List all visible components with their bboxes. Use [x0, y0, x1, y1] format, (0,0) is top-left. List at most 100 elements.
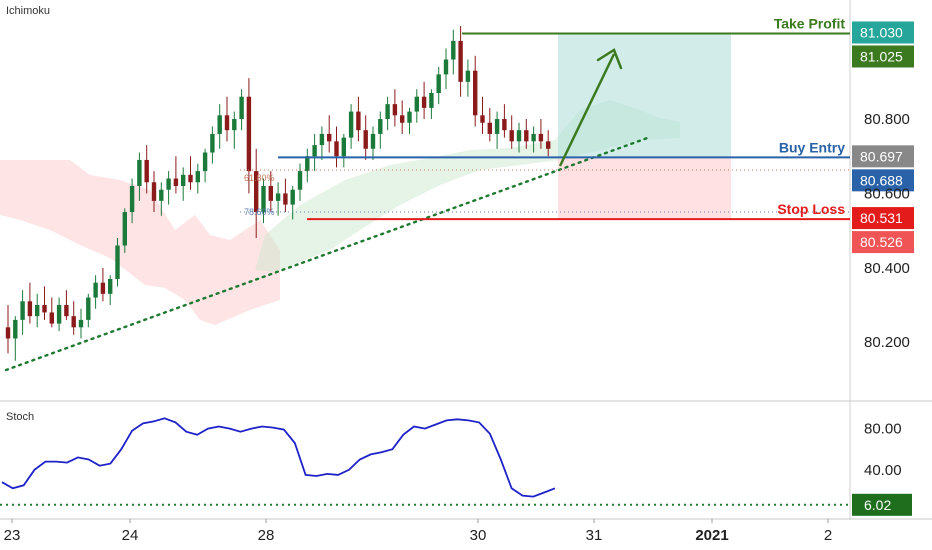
x-tick-label: 30 [470, 527, 487, 544]
candle-body [436, 74, 441, 93]
candle-body [246, 96, 252, 172]
candle-body [480, 115, 485, 123]
candle-body [494, 119, 500, 134]
price-tag-bg-0 [852, 21, 914, 44]
stoch-level-tag: 6.02 [864, 497, 891, 513]
candle-body [487, 122, 492, 134]
y-tick-label: 80.400 [864, 260, 910, 277]
candle-body [239, 96, 244, 120]
candle-body [35, 305, 40, 317]
candle-body [421, 96, 427, 108]
candle-body [378, 119, 383, 134]
candle-body [502, 119, 507, 131]
x-tick-label: 2021 [695, 527, 728, 544]
candle-body [129, 185, 135, 213]
candle-body [546, 141, 551, 149]
y-tick-label: 80.800 [864, 111, 910, 128]
cloud-red [0, 160, 280, 325]
price-tag-1: 80.697 [860, 148, 903, 164]
price-tag2-bg-1 [852, 169, 914, 192]
candle-body [49, 312, 54, 324]
candle-body [509, 130, 514, 142]
level-name-1: Buy Entry [779, 139, 845, 155]
x-tick-label: 31 [586, 527, 603, 544]
candle-body [305, 156, 310, 172]
candle-body [166, 178, 171, 190]
candle-body [261, 185, 266, 213]
candle-body [224, 115, 230, 131]
level-name-2: Stop Loss [777, 201, 845, 217]
stoch-y-tick-label: 40.00 [864, 462, 902, 479]
candle-body [531, 133, 536, 142]
candle-body [451, 40, 456, 60]
candle-body [188, 174, 193, 183]
candle-body [195, 171, 200, 183]
candle-body [370, 133, 376, 149]
candle-body [254, 171, 259, 213]
candle-body [312, 145, 317, 157]
stop-zone [558, 157, 731, 220]
price-tag-0: 81.030 [860, 24, 903, 40]
price-tag2-bg-0 [852, 45, 914, 68]
candle-body [275, 193, 281, 201]
projection-arrowhead [596, 48, 623, 70]
projection-arrow [558, 53, 616, 167]
candle-body [159, 189, 164, 201]
price-tag2-1: 80.688 [860, 172, 903, 188]
candle-body [400, 115, 405, 123]
candle-body [465, 70, 471, 82]
x-tick-label: 2 [824, 527, 832, 544]
candle-body [71, 316, 76, 328]
candle-body [64, 305, 69, 317]
candle-body [407, 111, 412, 123]
x-tick-label: 28 [258, 527, 275, 544]
candle-body [538, 133, 544, 142]
candle-body [5, 327, 11, 339]
candle-body [42, 305, 47, 313]
candle-body [232, 119, 237, 131]
price-tag-bg-2 [852, 207, 914, 230]
candle-body [283, 193, 288, 205]
candle-body [137, 159, 142, 186]
candle-body [100, 282, 106, 294]
fib-786-label: 78.60% [244, 207, 275, 217]
x-tick-label: 24 [122, 527, 139, 544]
candle-body [181, 174, 186, 186]
target-zone [558, 33, 731, 158]
stoch-title: Stoch [6, 411, 34, 423]
candle-body [414, 96, 419, 112]
candle-body [319, 133, 325, 146]
candle-body [122, 212, 127, 246]
candle-body [151, 182, 157, 201]
candle-body [348, 111, 354, 138]
candle-body [202, 152, 208, 172]
candle-body [86, 297, 91, 320]
candle-body [392, 104, 398, 116]
candle-body [363, 130, 368, 149]
candle-body [473, 70, 478, 116]
candle-body [443, 59, 449, 75]
price-tag2-0: 81.025 [860, 48, 903, 64]
candle-body [516, 130, 522, 142]
price-tag-2: 80.531 [860, 210, 903, 226]
x-tick-label: 23 [4, 527, 21, 544]
level-name-0: Take Profit [774, 15, 846, 31]
candle-body [108, 278, 113, 294]
candle-body [297, 171, 303, 190]
support-trendline [4, 135, 652, 372]
candle-body [341, 137, 346, 157]
candle-body [458, 40, 463, 82]
candle-body [217, 115, 222, 134]
candle-body [356, 111, 361, 131]
price-tag2-bg-2 [852, 231, 914, 254]
stoch-level-tag-bg [852, 493, 912, 516]
y-tick-label: 80.600 [864, 185, 910, 202]
stoch-line [1, 417, 556, 498]
candle-body [13, 319, 18, 339]
price-tag-bg-1 [852, 145, 914, 168]
candle-body [115, 245, 120, 279]
candle-body [210, 133, 215, 153]
stoch-y-tick-label: 80.00 [864, 421, 902, 438]
candle-body [385, 104, 390, 120]
